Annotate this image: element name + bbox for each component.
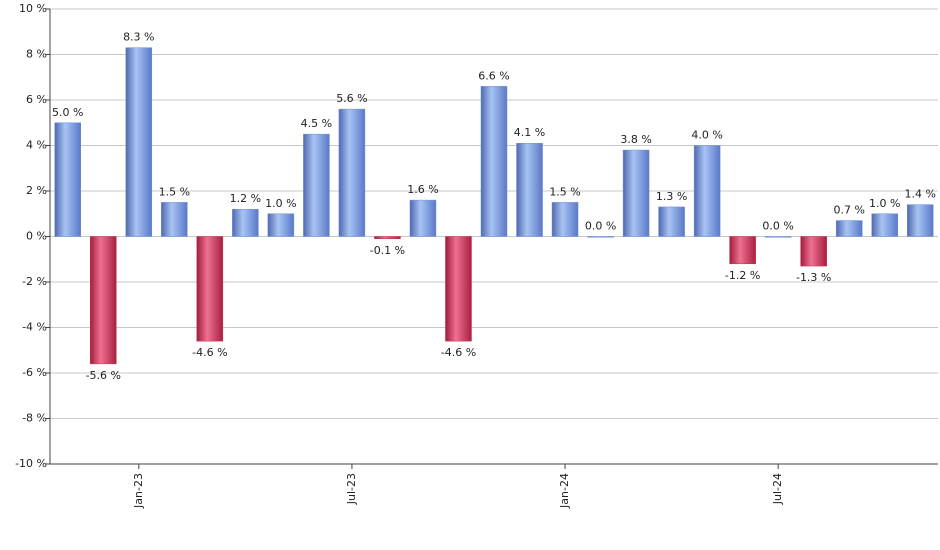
x-tick-label: Jan-23 [132, 473, 145, 509]
bar [161, 202, 188, 237]
y-tick-label: -10 % [15, 457, 47, 470]
y-tick-label: 0 % [26, 230, 47, 243]
y-tick-label: 2 % [26, 184, 47, 197]
value-label: 4.5 % [301, 117, 332, 130]
bar [90, 236, 117, 365]
x-tick-label: Jul-24 [771, 473, 784, 505]
bar [658, 206, 685, 237]
value-label: 0.0 % [762, 220, 793, 233]
bar [622, 149, 650, 237]
bar [232, 208, 259, 237]
y-tick-label: -6 % [22, 366, 47, 379]
value-label: 1.0 % [265, 197, 296, 210]
bar [445, 236, 472, 342]
value-label: -0.1 % [370, 244, 405, 257]
bar [196, 236, 224, 342]
bar [871, 213, 898, 237]
x-tick-label: Jan-24 [558, 473, 571, 509]
bar [125, 47, 153, 237]
y-tick-label: -8 % [22, 412, 47, 425]
y-tick-label: 6 % [26, 93, 47, 106]
value-label: -5.6 % [86, 369, 121, 382]
y-tick-label: 8 % [26, 48, 47, 61]
value-label: 1.6 % [407, 183, 438, 196]
bar [764, 236, 792, 238]
x-tick-label: Jul-23 [345, 473, 358, 505]
bar [587, 236, 614, 238]
bar [409, 199, 437, 237]
value-label: 0.0 % [585, 220, 616, 233]
value-label: 4.1 % [514, 126, 545, 139]
bar [338, 108, 366, 237]
value-label: 1.5 % [549, 185, 580, 198]
bar [480, 86, 508, 237]
y-tick-label: 10 % [19, 2, 47, 15]
value-label: 1.3 % [656, 190, 687, 203]
bar [551, 202, 579, 237]
bar [516, 142, 543, 237]
value-label: -1.3 % [796, 271, 831, 284]
bar [835, 220, 863, 237]
y-tick-label: -2 % [22, 275, 47, 288]
bar [729, 236, 756, 265]
value-label: -4.6 % [441, 346, 476, 359]
value-label: 1.4 % [905, 188, 936, 201]
value-label: 8.3 % [123, 31, 154, 44]
value-label: -4.6 % [192, 346, 227, 359]
value-label: 6.6 % [478, 69, 509, 82]
value-label: 1.5 % [159, 185, 190, 198]
value-label: 5.6 % [336, 92, 367, 105]
value-label: 0.7 % [833, 204, 864, 217]
bar [303, 133, 330, 237]
value-label: 1.2 % [230, 192, 261, 205]
value-label: 4.0 % [691, 129, 722, 142]
value-label: 3.8 % [620, 133, 651, 146]
bar [800, 236, 827, 267]
bar [54, 122, 82, 237]
value-label: 1.0 % [869, 197, 900, 210]
y-tick-label: 4 % [26, 139, 47, 152]
bar [693, 145, 721, 237]
bar [906, 204, 934, 237]
y-tick-label: -4 % [22, 321, 47, 334]
bar [267, 213, 295, 237]
value-label: 5.0 % [52, 106, 83, 119]
bar [374, 236, 401, 240]
value-label: -1.2 % [725, 269, 760, 282]
